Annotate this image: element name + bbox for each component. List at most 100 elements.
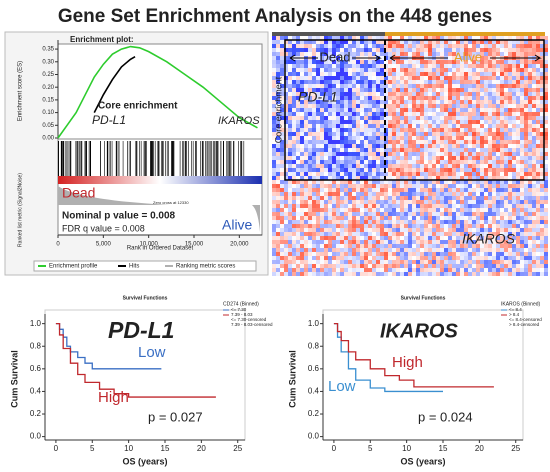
heat-cell <box>436 40 440 44</box>
heat-cell <box>392 220 396 224</box>
heat-cell <box>308 244 312 248</box>
heat-cell <box>512 116 516 120</box>
heat-cell <box>456 216 460 220</box>
heat-cell <box>500 148 504 152</box>
heat-cell <box>424 180 428 184</box>
heat-cell <box>476 196 480 200</box>
heat-cell <box>376 116 380 120</box>
heat-cell <box>356 228 360 232</box>
heat-cell <box>480 132 484 136</box>
heat-cell <box>480 60 484 64</box>
heat-cell <box>424 64 428 68</box>
heat-cell <box>336 84 340 88</box>
heat-cell <box>276 88 280 92</box>
heat-cell <box>428 184 432 188</box>
heat-cell <box>372 176 376 180</box>
heat-cell <box>448 72 452 76</box>
heat-cell <box>496 52 500 56</box>
heat-cell <box>444 80 448 84</box>
heat-cell <box>436 232 440 236</box>
heat-cell <box>400 152 404 156</box>
heat-cell <box>332 52 336 56</box>
heat-cell <box>424 244 428 248</box>
heat-cell <box>292 216 296 220</box>
heat-cell <box>456 52 460 56</box>
heat-cell <box>356 116 360 120</box>
heat-cell <box>276 196 280 200</box>
heat-cell <box>396 132 400 136</box>
heat-cell <box>320 176 324 180</box>
heat-cell <box>528 240 532 244</box>
heat-cell <box>400 40 404 44</box>
heat-cell <box>408 184 412 188</box>
heat-cell <box>340 124 344 128</box>
heat-cell <box>428 216 432 220</box>
heat-cell <box>284 132 288 136</box>
heat-cell <box>448 248 452 252</box>
heat-cell <box>452 252 456 256</box>
heat-cell <box>460 164 464 168</box>
heat-cell <box>300 240 304 244</box>
heat-cell <box>376 196 380 200</box>
heat-cell <box>388 52 392 56</box>
heat-cell <box>480 76 484 80</box>
heat-cell <box>492 212 496 216</box>
heat-cell <box>520 248 524 252</box>
heat-cell <box>328 272 332 276</box>
heat-cell <box>480 48 484 52</box>
heat-cell <box>508 212 512 216</box>
heat-cell <box>440 140 444 144</box>
heat-cell <box>372 180 376 184</box>
heat-cell <box>480 104 484 108</box>
heat-cell <box>504 240 508 244</box>
heat-cell <box>388 212 392 216</box>
heat-cell <box>332 128 336 132</box>
heat-cell <box>320 64 324 68</box>
heat-cell <box>460 264 464 268</box>
heat-cell <box>472 156 476 160</box>
heat-cell <box>280 156 284 160</box>
heat-cell <box>468 88 472 92</box>
heat-cell <box>536 216 540 220</box>
heat-cell <box>476 128 480 132</box>
heat-cell <box>476 212 480 216</box>
heat-cell <box>472 128 476 132</box>
heat-cell <box>324 240 328 244</box>
heat-cell <box>528 60 532 64</box>
heat-cell <box>304 84 308 88</box>
heat-cell <box>292 148 296 152</box>
heat-cell <box>544 100 548 104</box>
heat-cell <box>300 88 304 92</box>
heat-cell <box>388 228 392 232</box>
heat-cell <box>536 196 540 200</box>
heat-cell <box>472 96 476 100</box>
heat-cell <box>512 152 516 156</box>
heat-cell <box>412 248 416 252</box>
legend-box <box>33 260 257 272</box>
heat-cell <box>388 164 392 168</box>
heat-cell <box>340 96 344 100</box>
heat-cell <box>316 268 320 272</box>
heat-cell <box>384 52 388 56</box>
heat-cell <box>448 192 452 196</box>
heat-cell <box>380 164 384 168</box>
heat-cell <box>444 96 448 100</box>
heat-cell <box>372 160 376 164</box>
heat-cell <box>496 44 500 48</box>
heat-cell <box>508 148 512 152</box>
heat-cell <box>468 108 472 112</box>
heat-cell <box>540 80 544 84</box>
heat-cell <box>492 240 496 244</box>
heat-cell <box>500 212 504 216</box>
heat-cell <box>528 72 532 76</box>
heat-cell <box>476 172 480 176</box>
heat-cell <box>456 120 460 124</box>
heat-cell <box>360 92 364 96</box>
heat-cell <box>364 108 368 112</box>
heat-cell <box>372 248 376 252</box>
heat-cell <box>380 48 384 52</box>
heat-cell <box>536 192 540 196</box>
heat-cell <box>296 68 300 72</box>
heat-cell <box>356 40 360 44</box>
heat-cell <box>512 180 516 184</box>
